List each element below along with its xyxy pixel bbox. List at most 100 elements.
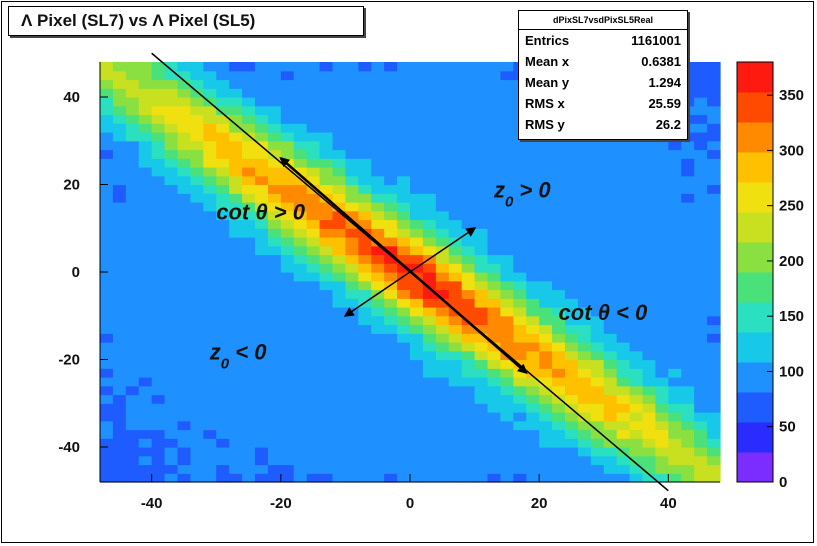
heatmap-cell: [513, 254, 527, 264]
heatmap-cell: [203, 88, 217, 98]
heatmap-cell: [435, 272, 450, 282]
heatmap-cell: [255, 359, 269, 369]
heatmap-cell: [422, 438, 437, 448]
heatmap-cell: [681, 193, 695, 203]
heatmap-cell: [125, 158, 140, 168]
heatmap-cell: [461, 70, 476, 81]
heatmap-cell: [681, 333, 695, 343]
colorbar-segment: [737, 152, 773, 183]
heatmap-cell: [255, 315, 269, 326]
heatmap-cell: [371, 70, 385, 81]
heatmap-cell: [384, 342, 398, 352]
heatmap-cell: [694, 394, 708, 404]
heatmap-cell: [603, 245, 618, 256]
heatmap-cell: [590, 429, 605, 439]
heatmap-cell: [448, 167, 463, 177]
heatmap-cell: [629, 289, 644, 299]
heatmap-cell: [267, 377, 282, 387]
heatmap-cell: [190, 429, 204, 439]
heatmap-cell: [422, 350, 437, 361]
heatmap-cell: [190, 420, 204, 431]
heatmap-cell: [422, 210, 437, 221]
heatmap-cell: [319, 315, 334, 326]
heatmap-cell: [577, 377, 592, 387]
heatmap-cell: [474, 184, 489, 194]
heatmap-cell: [190, 412, 204, 422]
heatmap-cell: [112, 228, 127, 238]
heatmap-cell: [448, 324, 463, 334]
heatmap-cell: [177, 289, 192, 299]
heatmap-cell: [410, 70, 424, 81]
heatmap-cell: [694, 464, 708, 474]
heatmap-cell: [151, 455, 166, 466]
colorbar-segment: [737, 392, 773, 423]
heatmap-cell: [513, 315, 527, 326]
heatmap-cell: [229, 368, 243, 378]
heatmap-cell: [513, 350, 527, 361]
heatmap-cell: [681, 350, 695, 361]
heatmap-cell: [616, 412, 631, 422]
heatmap-cell: [125, 307, 140, 317]
heatmap-cell: [474, 202, 489, 212]
heatmap-cell: [577, 158, 592, 168]
heatmap-cell: [603, 447, 618, 457]
heatmap-cell: [681, 377, 695, 387]
heatmap-cell: [590, 394, 605, 404]
heatmap-cell: [629, 140, 644, 151]
heatmap-cell: [229, 228, 243, 238]
heatmap-cell: [565, 237, 579, 247]
heatmap-cell: [371, 385, 385, 396]
heatmap-cell: [280, 88, 295, 98]
heatmap-cell: [267, 359, 282, 369]
heatmap-cell: [707, 272, 721, 282]
heatmap-cell: [112, 447, 127, 457]
heatmap-cell: [306, 263, 321, 273]
heatmap-cell: [267, 385, 282, 396]
heatmap-cell: [319, 132, 334, 142]
heatmap-cell: [397, 307, 411, 317]
x-tick-label: 20: [531, 495, 548, 512]
heatmap-cell: [513, 263, 527, 273]
heatmap-cell: [164, 412, 179, 422]
heatmap-cell: [151, 114, 166, 124]
colorbar-segment: [737, 182, 773, 213]
heatmap-cell: [603, 403, 618, 413]
heatmap-cell: [707, 280, 721, 291]
heatmap-cell: [487, 280, 502, 291]
heatmap-cell: [293, 272, 308, 282]
heatmap-cell: [164, 455, 179, 466]
heatmap-cell: [151, 88, 166, 98]
heatmap-cell: [100, 228, 114, 238]
heatmap-cell: [138, 79, 153, 89]
heatmap-cell: [345, 298, 359, 308]
heatmap-cell: [603, 202, 618, 212]
heatmap-cell: [319, 385, 334, 396]
heatmap-cell: [577, 324, 592, 334]
heatmap-cell: [435, 447, 450, 457]
heatmap-cell: [384, 473, 398, 483]
heatmap-cell: [642, 254, 657, 264]
heatmap-cell: [629, 219, 644, 229]
heatmap-cell: [384, 403, 398, 413]
heatmap-cell: [707, 420, 721, 431]
heatmap-cell: [526, 464, 540, 474]
heatmap-cell: [435, 455, 450, 466]
heatmap-cell: [410, 447, 424, 457]
heatmap-cell: [539, 149, 553, 159]
heatmap-cell: [642, 228, 657, 238]
heatmap-cell: [616, 254, 631, 264]
heatmap-cell: [125, 350, 140, 361]
heatmap-cell: [293, 280, 308, 291]
heatmap-cell: [229, 394, 243, 404]
heatmap-cell: [461, 254, 476, 264]
heatmap-cell: [216, 394, 230, 404]
heatmap-cell: [590, 184, 605, 194]
heatmap-cell: [616, 473, 631, 483]
heatmap-cell: [629, 263, 644, 273]
heatmap-cell: [435, 62, 450, 72]
heatmap-cell: [190, 167, 204, 177]
heatmap-cell: [125, 210, 140, 221]
heatmap-cell: [565, 307, 579, 317]
heatmap-cell: [112, 210, 127, 221]
heatmap-cell: [255, 149, 269, 159]
